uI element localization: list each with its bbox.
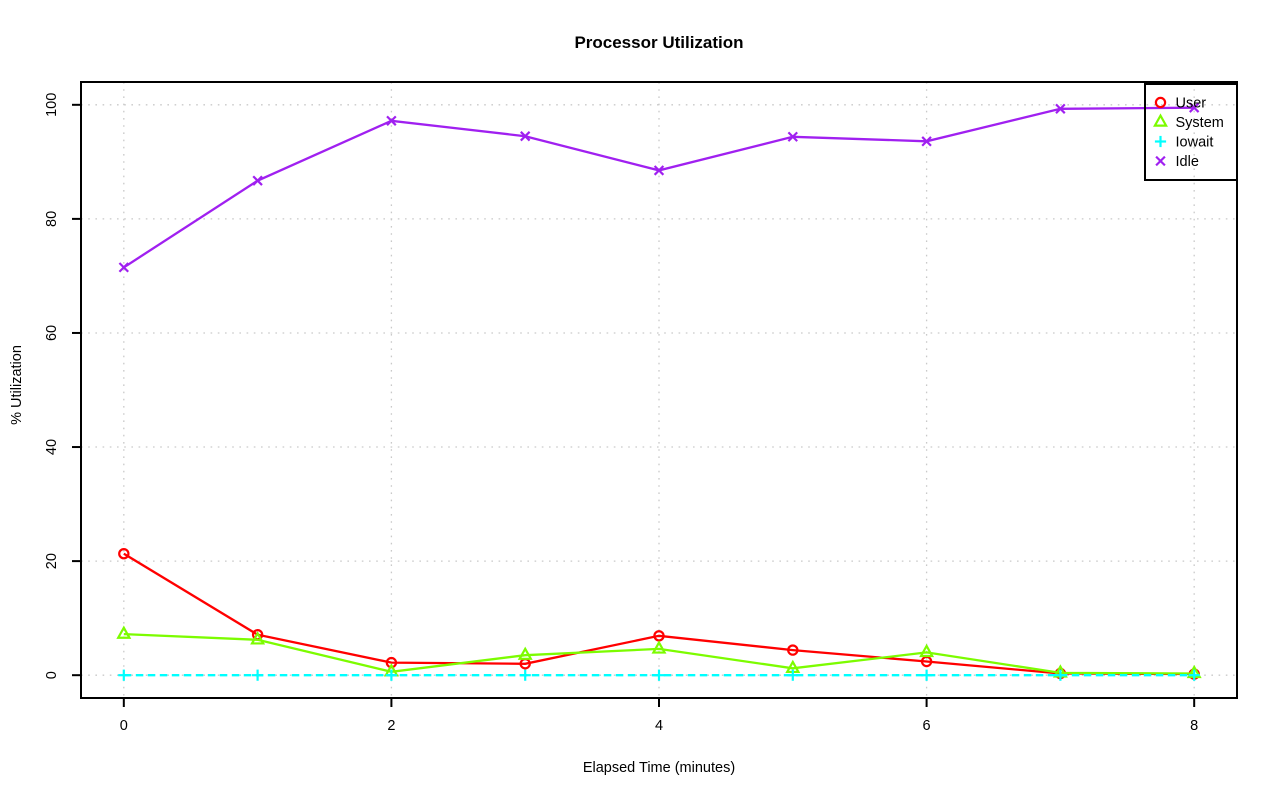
series-marker-user [787, 644, 799, 656]
x-axis-tick-label: 2 [387, 718, 395, 734]
series-marker-idle [252, 175, 263, 186]
series-marker-idle [921, 136, 932, 147]
x-axis-tick-label: 8 [1190, 718, 1198, 734]
legend-box [1144, 83, 1238, 181]
legend-marker-user [1154, 96, 1167, 109]
y-axis-tick-label: 60 [44, 325, 60, 341]
series-marker-system [116, 625, 132, 639]
series-marker-idle [1189, 102, 1200, 113]
legend-marker-idle [1155, 155, 1166, 167]
x-axis-tick-label: 4 [655, 718, 663, 734]
series-marker-system [919, 643, 935, 658]
series-marker-idle [787, 131, 798, 142]
series-marker-user [118, 547, 130, 560]
series-marker-idle [1055, 103, 1066, 114]
y-axis-tick-label: 100 [44, 93, 60, 117]
series-marker-idle [118, 262, 129, 273]
y-axis-tick-label: 40 [44, 439, 60, 455]
legend-label-idle: Idle [1176, 154, 1199, 170]
legend-label-system: System [1176, 115, 1224, 131]
series-marker-system [517, 646, 533, 660]
x-axis-tick-label: 6 [923, 718, 931, 734]
y-axis-tick-label: 80 [44, 211, 60, 227]
x-axis-tick-label: 0 [120, 718, 128, 734]
series-line-user [123, 552, 1195, 676]
y-axis-title: % Utilization [9, 345, 25, 425]
series-marker-idle [653, 165, 665, 176]
series-marker-system [651, 640, 667, 654]
y-axis-tick-label: 20 [44, 553, 60, 569]
series-marker-idle [520, 131, 531, 142]
legend-label-user: User [1176, 96, 1207, 112]
series-marker-idle [386, 115, 397, 126]
x-axis-title: Elapsed Time (minutes) [582, 760, 736, 776]
legend-marker-system [1153, 113, 1168, 127]
legend-label-iowait: Iowait [1176, 135, 1214, 151]
plot-border [80, 81, 1238, 699]
series-line-system [123, 632, 1195, 675]
series-marker-system [250, 631, 266, 645]
chart-title: Processor Utilization [574, 33, 744, 52]
y-axis-tick-label: 0 [44, 671, 60, 679]
series-line-idle [123, 106, 1195, 269]
